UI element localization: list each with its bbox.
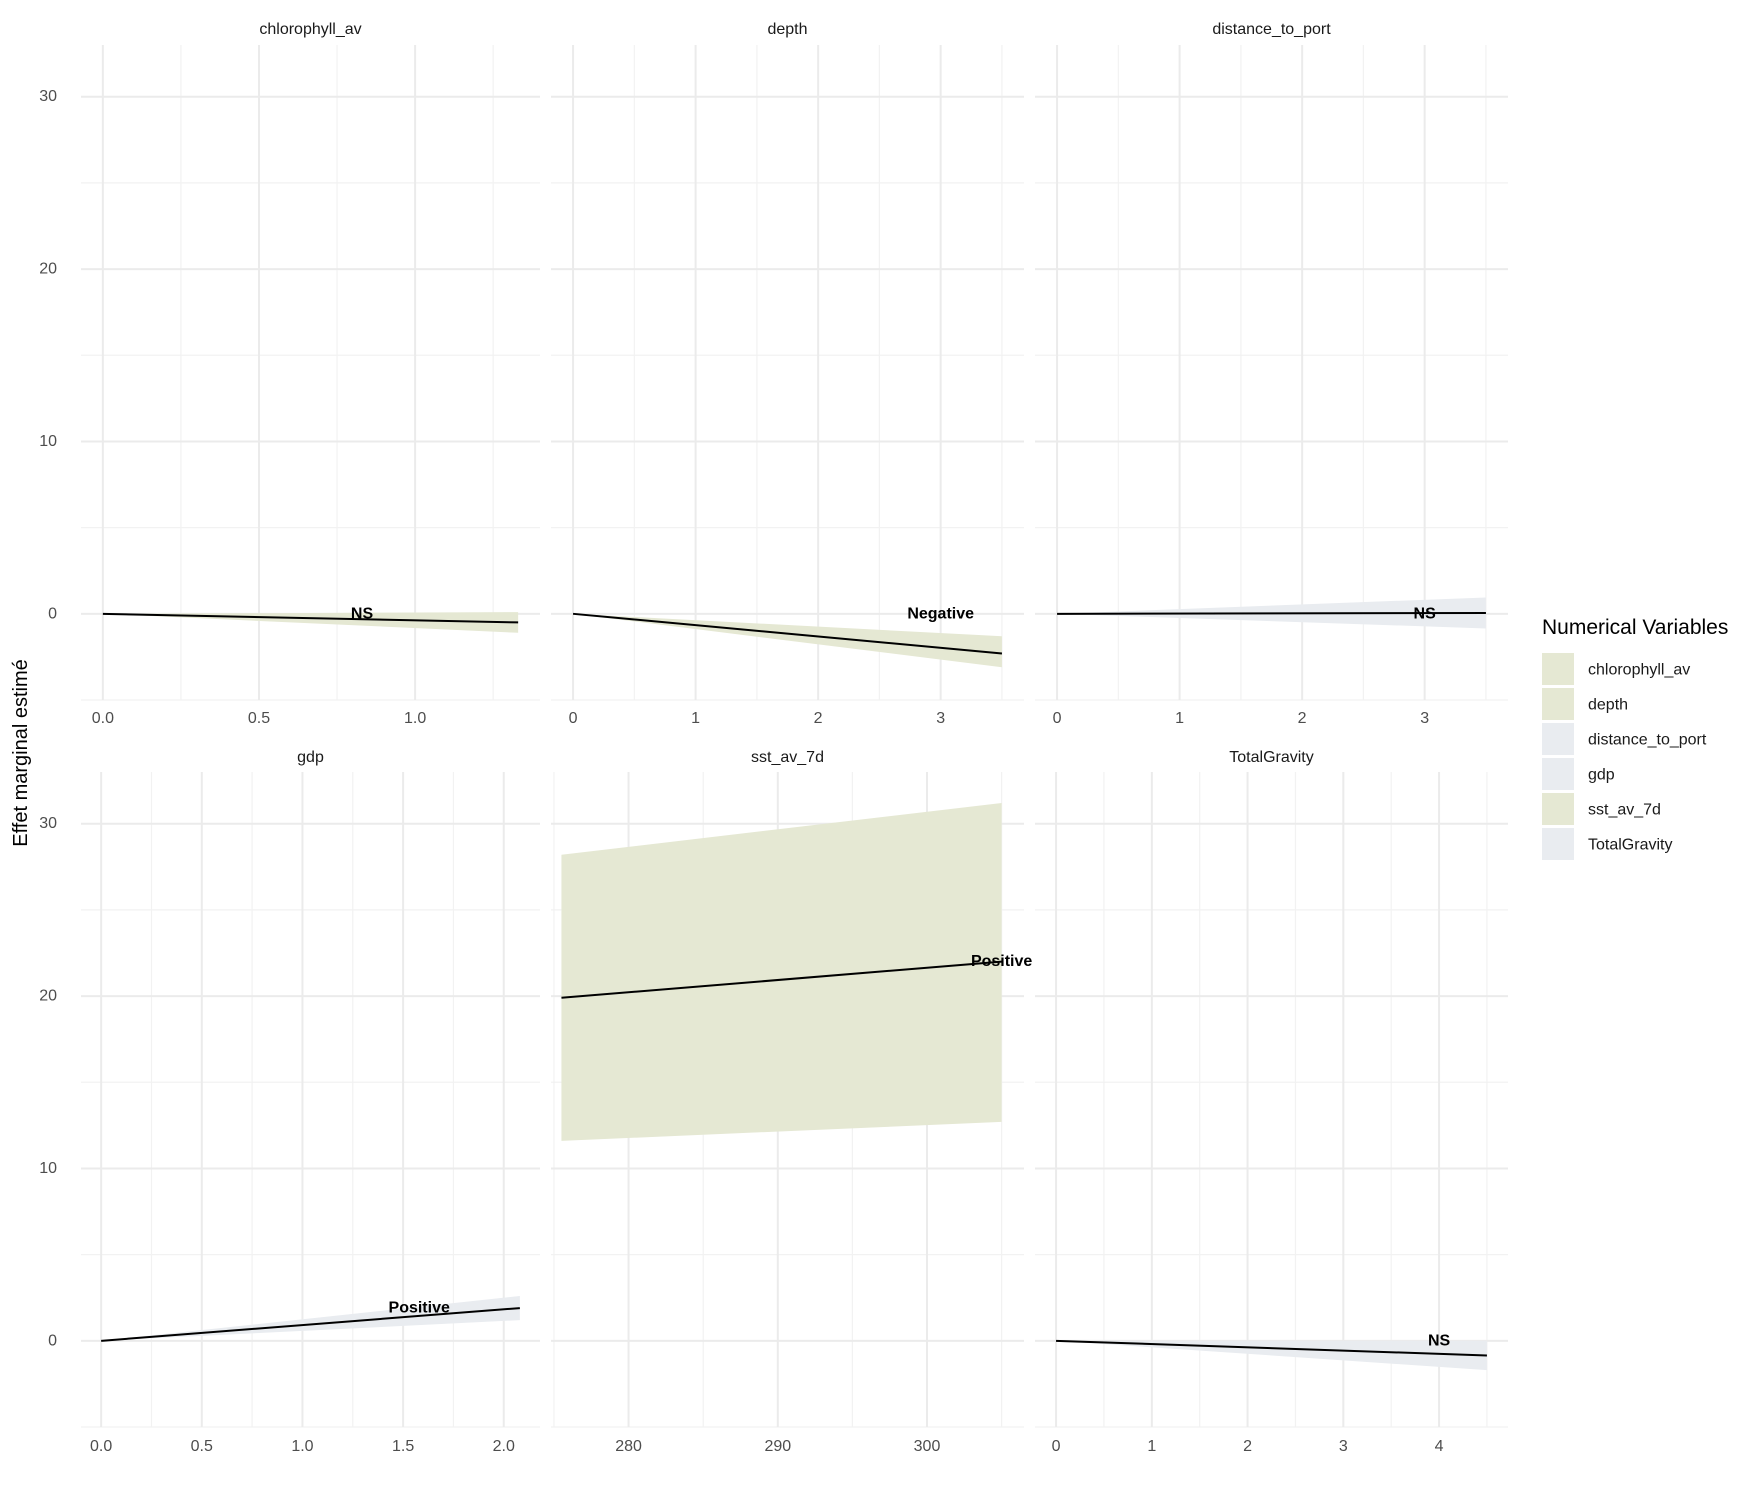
line-TotalGravity [1056, 1339, 1487, 1357]
ribbon-sst_av_7d [561, 803, 1002, 1141]
x-tick-label: 300 [914, 1438, 941, 1455]
legend-label: gdp [1588, 767, 1615, 784]
x-tick-label: 1 [691, 710, 700, 727]
x-tick-label: 3 [1339, 1438, 1348, 1455]
ribbon-TotalGravity [1056, 1340, 1487, 1371]
ribbon-chlorophyll_av [102, 612, 519, 633]
legend-key [1542, 653, 1574, 685]
x-tick-label: 0 [569, 710, 578, 727]
legend-key [1542, 793, 1574, 825]
panel-TotalGravity: NS TotalGravity 0 1 2 3 4 [1035, 749, 1508, 1455]
line-distance_to_port [1057, 611, 1486, 615]
legend-label: depth [1588, 697, 1628, 714]
panel-depth: Negative depth 0 1 2 3 [551, 21, 1024, 727]
legend-key [1542, 688, 1574, 720]
panel-chlorophyll_av: NS chlorophyll_av 0.0 0.5 1.0 0 10 20 30 [39, 21, 540, 727]
strip-title: gdp [297, 749, 324, 766]
significance-label: NS [1428, 1332, 1451, 1349]
x-tick-label: 0.0 [90, 1438, 112, 1455]
legend-label: TotalGravity [1588, 837, 1672, 854]
line-chlorophyll_av [102, 612, 519, 624]
significance-label: NS [351, 605, 374, 622]
legend-key [1542, 828, 1574, 860]
panel-sst_av_7d: Positive sst_av_7d 280 290 300 [551, 749, 1032, 1455]
x-tick-label: 0 [1052, 1438, 1061, 1455]
x-tick-label: 2 [1243, 1438, 1252, 1455]
legend-title: Numerical Variables [1542, 616, 1728, 639]
strip-title: sst_av_7d [751, 749, 824, 766]
y-tick-label: 20 [39, 988, 57, 1005]
strip-title: depth [767, 21, 807, 38]
strip-title: TotalGravity [1229, 749, 1313, 766]
y-tick-label: 0 [48, 1332, 57, 1349]
y-tick-label: 10 [39, 433, 57, 450]
x-tick-label: 1.0 [291, 1438, 313, 1455]
x-tick-label: 1.5 [392, 1438, 414, 1455]
line-gdp [101, 1307, 520, 1342]
x-tick-label: 2.0 [493, 1438, 515, 1455]
legend-key [1542, 758, 1574, 790]
x-tick-label: 290 [764, 1438, 791, 1455]
strip-title: distance_to_port [1212, 21, 1331, 38]
x-tick-label: 280 [615, 1438, 642, 1455]
significance-label: NS [1414, 605, 1437, 622]
x-tick-label: 0.5 [248, 710, 270, 727]
panel-gdp: Positive gdp 0.0 0.5 1.0 1.5 2.0 0 10 20 30 [39, 749, 540, 1455]
y-tick-label: 30 [39, 815, 57, 832]
legend-key [1542, 723, 1574, 755]
panel-distance_to_port: NS distance_to_port 0 1 2 3 [1035, 21, 1508, 727]
x-tick-label: 1 [1147, 1438, 1156, 1455]
x-tick-label: 3 [936, 710, 945, 727]
line-sst_av_7d [561, 960, 1002, 999]
x-tick-label: 1.0 [404, 710, 426, 727]
ribbon-depth [573, 613, 1002, 668]
x-tick-label: 0.0 [92, 710, 114, 727]
y-tick-label: 0 [48, 605, 57, 622]
ribbon-gdp [101, 1296, 520, 1341]
strip-title: chlorophyll_av [259, 21, 361, 38]
x-tick-label: 3 [1420, 710, 1429, 727]
y-tick-label: 10 [39, 1160, 57, 1177]
significance-label: Positive [389, 1300, 450, 1317]
x-tick-label: 4 [1435, 1438, 1444, 1455]
x-tick-label: 2 [814, 710, 823, 727]
y-tick-label: 30 [39, 88, 57, 105]
x-tick-label: 1 [1175, 710, 1184, 727]
y-tick-label: 20 [39, 261, 57, 278]
x-tick-label: 0 [1053, 710, 1062, 727]
legend-label: distance_to_port [1588, 732, 1707, 749]
x-tick-label: 2 [1298, 710, 1307, 727]
line-depth [572, 612, 1003, 655]
legend-label: chlorophyll_av [1588, 662, 1690, 679]
legend-label: sst_av_7d [1588, 802, 1661, 819]
significance-label: Negative [907, 605, 974, 622]
significance-label: Positive [971, 953, 1032, 970]
y-axis-label: Effet marginal estimé [10, 659, 32, 847]
x-tick-label: 0.5 [191, 1438, 213, 1455]
